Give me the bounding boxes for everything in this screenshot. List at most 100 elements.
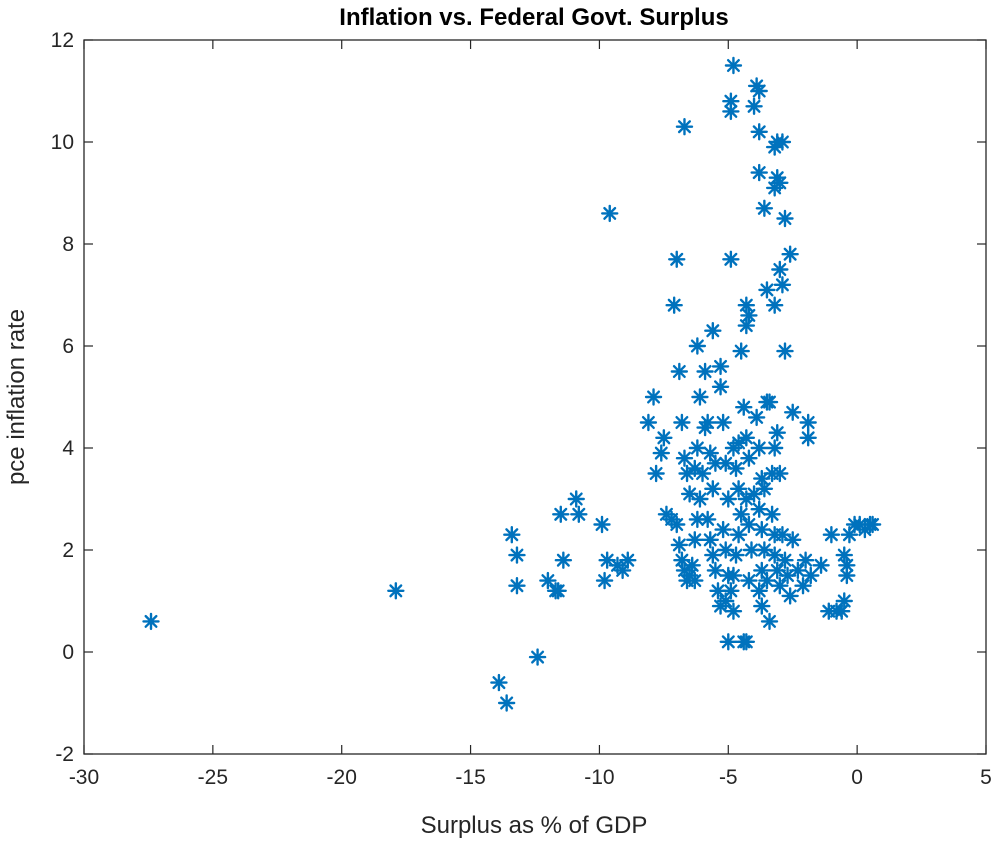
data-point	[763, 464, 781, 483]
data-point	[701, 531, 719, 549]
data-point	[706, 454, 725, 472]
data-point	[750, 123, 768, 141]
data-point	[686, 531, 704, 549]
chart-title: Inflation vs. Federal Govt. Surplus	[339, 4, 728, 31]
data-point	[747, 408, 766, 427]
data-point	[812, 556, 830, 574]
data-point	[863, 515, 882, 534]
data-point	[711, 378, 730, 396]
data-point	[688, 510, 707, 529]
data-point	[740, 571, 758, 590]
data-point	[655, 429, 673, 447]
data-point	[750, 500, 768, 518]
data-point	[781, 587, 799, 605]
data-point	[706, 561, 725, 580]
data-point	[760, 393, 779, 411]
data-point	[758, 571, 776, 590]
data-point	[665, 296, 683, 314]
y-tick-label: 8	[62, 233, 74, 256]
data-point	[799, 413, 817, 432]
y-tick-label: 12	[51, 29, 74, 52]
data-point	[668, 515, 686, 534]
data-point	[740, 306, 758, 325]
data-point	[838, 566, 856, 585]
data-point	[802, 566, 820, 585]
x-tick-label: -15	[455, 766, 485, 789]
data-point	[742, 541, 761, 559]
data-point	[142, 612, 160, 631]
y-tick-label: 2	[62, 539, 74, 562]
y-tick-label: 6	[62, 335, 74, 358]
data-point	[771, 577, 789, 595]
data-point	[732, 342, 750, 360]
y-axis-label: pce inflation rate	[3, 309, 30, 485]
data-point	[765, 138, 784, 156]
data-point	[784, 403, 802, 421]
data-point	[688, 439, 707, 457]
axis-ticks	[83, 39, 987, 755]
x-tick-label: 5	[980, 766, 992, 789]
data-point	[595, 571, 614, 590]
data-point	[528, 648, 547, 666]
data-point	[652, 444, 670, 462]
data-point	[717, 541, 735, 559]
data-point	[840, 526, 859, 544]
data-point	[740, 449, 758, 467]
data-point	[552, 505, 570, 523]
data-point	[490, 673, 508, 692]
data-point	[688, 337, 707, 355]
data-point	[729, 434, 748, 452]
data-point	[719, 633, 737, 651]
data-point	[668, 250, 686, 268]
data-point	[765, 296, 784, 314]
data-point	[722, 250, 740, 268]
data-point	[691, 490, 709, 508]
data-point	[714, 413, 732, 432]
data-point	[696, 418, 714, 437]
data-point	[758, 281, 776, 299]
data-point	[822, 526, 841, 544]
data-point	[508, 546, 526, 564]
data-point	[497, 694, 516, 712]
data-point	[773, 276, 792, 294]
data-point	[686, 571, 704, 590]
data-point	[781, 245, 799, 263]
data-point	[750, 582, 768, 600]
data-point	[387, 582, 405, 600]
x-tick-label: -20	[327, 766, 357, 789]
data-point	[549, 582, 567, 600]
data-point	[704, 322, 722, 340]
data-point	[601, 204, 619, 223]
data-point	[724, 56, 743, 75]
data-point	[567, 490, 585, 508]
data-point	[593, 515, 611, 534]
plot-frame	[83, 39, 987, 755]
data-point	[763, 505, 781, 523]
data-point	[740, 515, 758, 534]
data-point	[704, 546, 722, 564]
data-point	[724, 566, 743, 585]
data-point	[644, 388, 663, 406]
data-point	[719, 490, 737, 508]
data-point	[745, 485, 763, 503]
x-tick-label: -30	[69, 766, 99, 789]
data-point	[755, 199, 774, 218]
data-point	[753, 520, 771, 539]
data-point	[670, 536, 689, 554]
data-point	[796, 551, 815, 569]
data-point	[670, 362, 689, 381]
data-point	[729, 480, 748, 498]
data-point	[539, 571, 557, 590]
data-point	[753, 597, 771, 615]
data-point	[765, 179, 784, 197]
data-point	[724, 602, 743, 620]
data-point	[647, 464, 665, 483]
data-point	[554, 551, 573, 569]
data-point	[799, 429, 817, 447]
data-point	[776, 209, 794, 228]
data-point	[789, 561, 807, 580]
x-axis-label: Surplus as % of GDP	[421, 812, 648, 839]
data-point	[732, 505, 750, 523]
x-tick-label: -25	[198, 766, 228, 789]
